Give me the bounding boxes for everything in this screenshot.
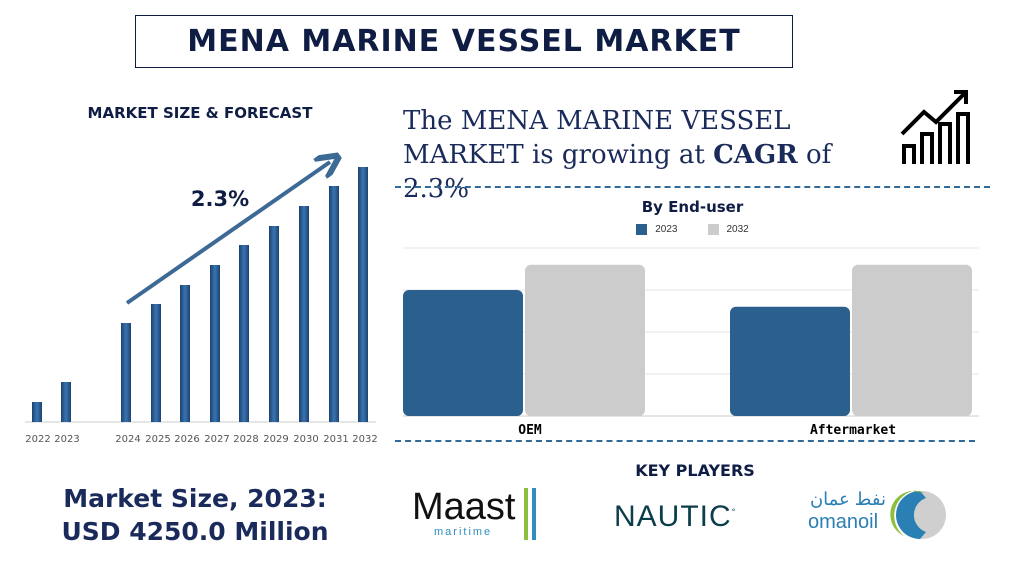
bar-2023 bbox=[61, 382, 71, 422]
legend-label: 2032 bbox=[726, 224, 749, 235]
bar-2028 bbox=[239, 245, 249, 422]
legend-item-2023: 2023 bbox=[636, 224, 678, 235]
key-players-heading: KEY PLAYERS bbox=[635, 461, 755, 480]
forecast-bar-chart: 2022 2023 2024 2025 2026 2027 2028 2029 2030 2031… bbox=[25, 140, 378, 445]
x-tick-label: 2027 bbox=[204, 434, 229, 445]
end-user-chart-title: By End-user bbox=[641, 198, 744, 216]
nautic-logo: NAUTIC° bbox=[614, 500, 737, 533]
x-tick-label: 2022 bbox=[25, 434, 50, 445]
market-size-value: USD 4250.0 Million bbox=[61, 517, 329, 546]
divider bbox=[395, 440, 975, 442]
bar-2031 bbox=[329, 186, 339, 422]
bar-growth-arrow-icon bbox=[900, 90, 970, 164]
x-tick-label: 2025 bbox=[145, 434, 170, 445]
bar-2032 bbox=[358, 167, 368, 422]
x-tick-label: 2023 bbox=[54, 434, 79, 445]
maast-maritime-logo: Maast maritime bbox=[412, 488, 542, 540]
growth-arrow bbox=[125, 162, 330, 305]
x-tick-label: 2028 bbox=[233, 434, 258, 445]
x-tick-label: 2026 bbox=[174, 434, 199, 445]
x-tick-label: 2032 bbox=[352, 434, 377, 445]
x-tick-label: 2030 bbox=[293, 434, 318, 445]
cagr-annotation: 2.3% bbox=[191, 187, 249, 211]
legend: 2023 2032 bbox=[395, 224, 990, 235]
legend-item-2032: 2032 bbox=[707, 224, 749, 235]
bar-aftermarket-2023 bbox=[730, 306, 850, 416]
bar-2025 bbox=[151, 304, 161, 422]
bar-2024 bbox=[121, 323, 131, 422]
bar-2027 bbox=[210, 265, 220, 422]
end-user-bar-chart: OEM Aftermarket bbox=[403, 247, 979, 438]
legend-label: 2023 bbox=[655, 224, 678, 235]
category-label-oem: OEM bbox=[518, 423, 542, 438]
legend-swatch bbox=[707, 224, 719, 235]
bar-2030 bbox=[299, 206, 309, 422]
omanoil-logo: نفط عمان omanoil bbox=[808, 488, 953, 543]
headline-text: The MENA MARINE VESSEL MARKET is growing… bbox=[403, 106, 791, 170]
x-tick-label: 2029 bbox=[263, 434, 288, 445]
market-size-label: Market Size, 2023: bbox=[63, 484, 327, 513]
x-tick-label: 2024 bbox=[115, 434, 140, 445]
divider bbox=[395, 186, 990, 188]
forecast-heading: MARKET SIZE & FORECAST bbox=[87, 104, 313, 122]
x-tick-label: 2031 bbox=[323, 434, 348, 445]
cagr-word: CAGR bbox=[713, 140, 798, 170]
bar-2029 bbox=[269, 226, 279, 422]
bar-oem-2032 bbox=[525, 264, 645, 416]
bar-aftermarket-2032 bbox=[852, 264, 972, 416]
bar-2026 bbox=[180, 285, 190, 422]
legend-swatch bbox=[636, 224, 648, 235]
headline: The MENA MARINE VESSEL MARKET is growing… bbox=[403, 104, 903, 206]
bar-oem-2023 bbox=[403, 290, 523, 416]
page-title: MENA MARINE VESSEL MARKET bbox=[135, 15, 793, 68]
headline-of: of bbox=[797, 140, 832, 170]
category-label-aftermarket: Aftermarket bbox=[810, 423, 896, 438]
cagr-rate: 2.3% bbox=[403, 174, 470, 204]
bar-2022 bbox=[32, 402, 42, 422]
market-size-2023: Market Size, 2023: USD 4250.0 Million bbox=[20, 482, 370, 548]
